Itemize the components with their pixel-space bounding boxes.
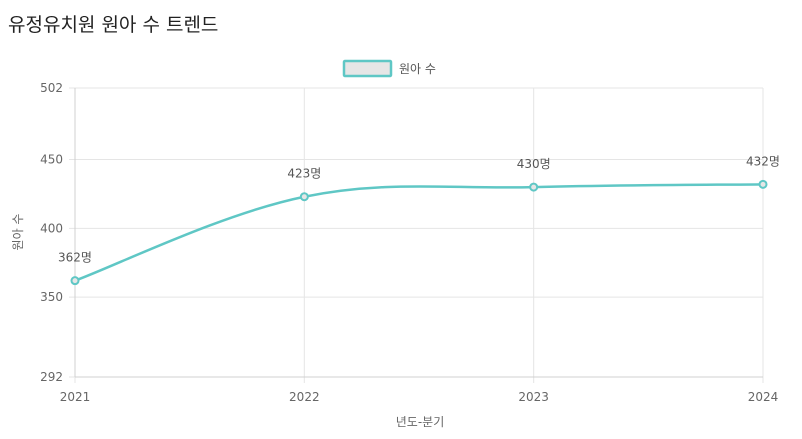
y-tick-label: 292 [40, 370, 63, 384]
y-tick-label: 350 [40, 290, 63, 304]
legend[interactable]: 원아 수 [342, 59, 436, 78]
y-tick-label: 450 [40, 153, 63, 167]
data-label: 432명 [746, 154, 780, 168]
legend-swatch [342, 59, 393, 78]
series-line [74, 183, 764, 282]
x-axis-title: 년도-분기 [396, 415, 445, 429]
legend-label: 원아 수 [399, 62, 436, 76]
data-label: 430명 [517, 157, 551, 171]
y-tick-label: 400 [40, 221, 63, 235]
data-point [529, 182, 539, 192]
y-tick-label: 502 [40, 81, 63, 95]
data-point [299, 192, 309, 202]
y-axis-title: 원아 수 [11, 214, 25, 251]
series-original: 362명 423명 430명 432명 [58, 154, 780, 286]
data-label: 362명 [58, 251, 92, 265]
data-point [70, 276, 80, 286]
x-tick-label: 2023 [518, 390, 549, 404]
x-tick-label: 2021 [60, 390, 91, 404]
grid-lines [69, 87, 764, 383]
data-point [758, 179, 768, 189]
axes: 년도-분기 원아 수 292 350 400 450 502 2021 2022 2023 20… [11, 81, 778, 429]
data-label: 423명 [287, 167, 321, 181]
x-tick-label: 2024 [748, 390, 779, 404]
x-tick-label: 2022 [289, 390, 320, 404]
chart-title: 유정유치원 원아 수 트렌드 [8, 14, 219, 36]
